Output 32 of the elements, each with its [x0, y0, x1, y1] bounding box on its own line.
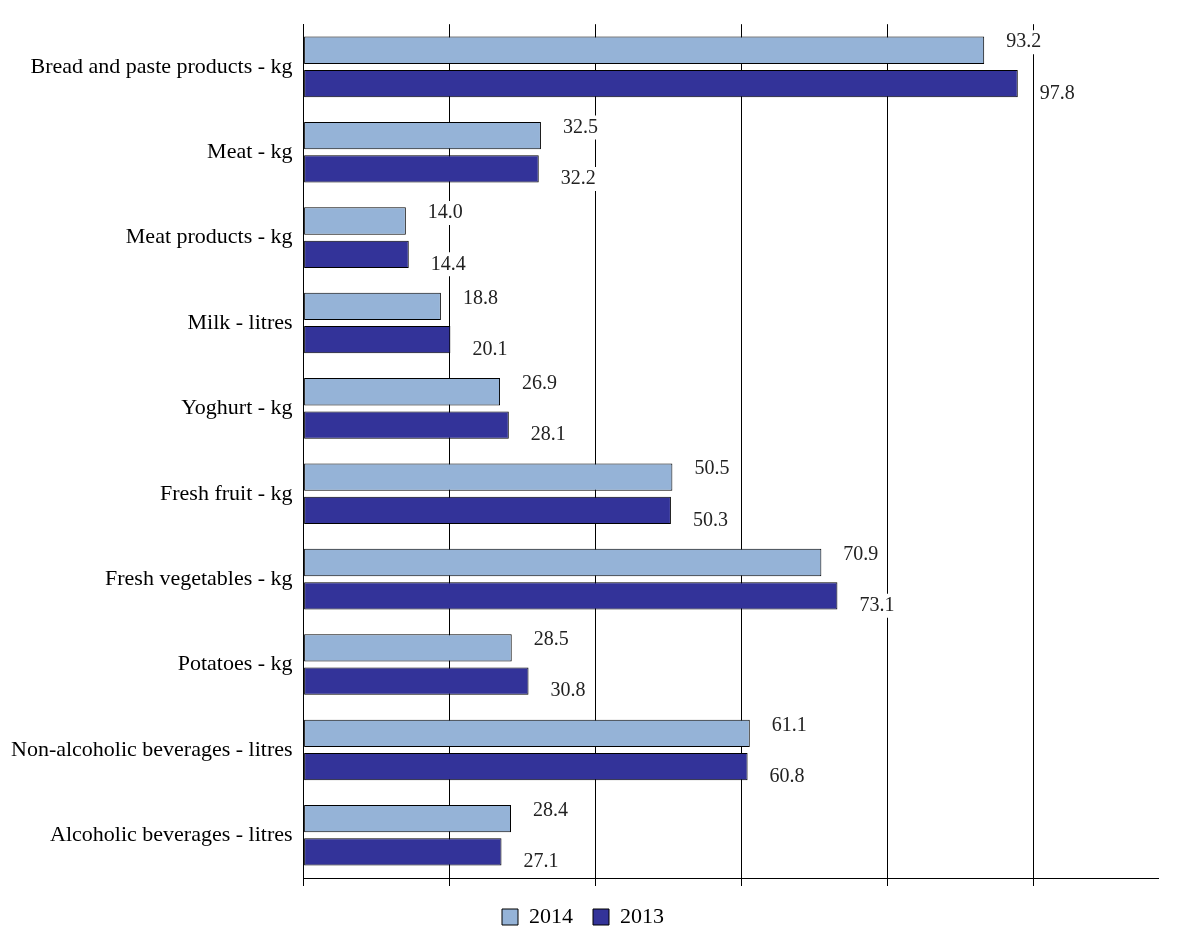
data-label: 50.5 [694, 456, 730, 479]
y-tick-label: Fresh fruit - kg [160, 479, 293, 505]
data-label: 18.8 [462, 285, 498, 308]
data-label: 14.0 [427, 200, 463, 223]
data-label: 32.2 [560, 166, 596, 189]
y-tick-label: Meat - kg [207, 138, 293, 164]
data-label: 97.8 [1039, 80, 1075, 103]
data-label: 30.8 [550, 678, 586, 701]
data-label: 28.5 [533, 627, 569, 650]
legend-label: 2013 [620, 902, 664, 928]
y-tick-label: Potatoes - kg [177, 650, 293, 676]
y-tick-label: Yoghurt - kg [181, 394, 293, 420]
y-tick-label: Milk - litres [187, 308, 293, 334]
y-tick-label: Alcoholic beverages - litres [50, 821, 293, 847]
data-label: 20.1 [472, 336, 508, 359]
data-label: 32.5 [562, 114, 598, 137]
data-label: 60.8 [769, 763, 805, 786]
legend-label: 2014 [529, 902, 573, 928]
data-label: 70.9 [843, 541, 879, 564]
y-tick-label: Bread and paste products - kg [30, 52, 293, 78]
data-label: 61.1 [771, 712, 807, 735]
data-label: 28.4 [533, 797, 568, 820]
data-label: 14.4 [430, 251, 466, 274]
data-label: 26.9 [522, 371, 558, 394]
data-label: 93.2 [1006, 29, 1042, 52]
data-label: 73.1 [859, 593, 895, 616]
data-label: 27.1 [523, 849, 559, 872]
y-tick-label: Fresh vegetables - kg [105, 564, 293, 590]
y-tick-label: Meat products - kg [125, 223, 293, 249]
y-tick-label: Non-alcoholic beverages - litres [11, 735, 293, 761]
data-label: 28.1 [530, 422, 566, 445]
data-label: 50.3 [692, 507, 728, 530]
